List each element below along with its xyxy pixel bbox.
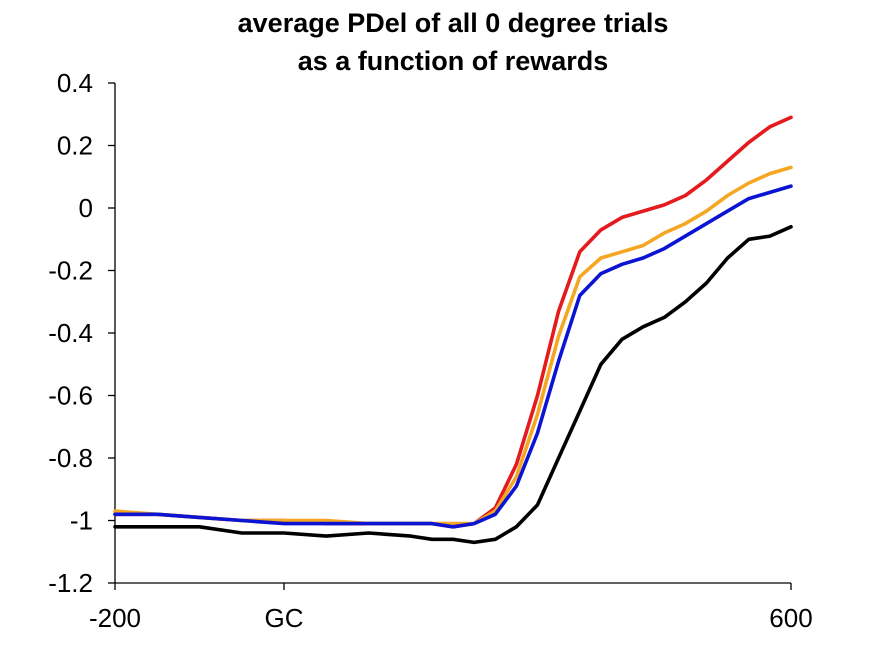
- x-tick-label: -200: [89, 603, 141, 633]
- y-tick-label: 0.2: [57, 131, 93, 161]
- y-tick-label: -0.4: [48, 318, 93, 348]
- series-line-4: [113, 225, 793, 545]
- y-tick-label: -1.2: [48, 568, 93, 598]
- y-tick-label: 0: [79, 193, 93, 223]
- y-tick-label: -0.2: [48, 256, 93, 286]
- y-tick-label: 0.4: [57, 68, 93, 98]
- y-tick-label: -0.8: [48, 443, 93, 473]
- y-tick-label: -0.6: [48, 381, 93, 411]
- x-tick-label: 600: [769, 603, 812, 633]
- chart-title-line-2: as a function of rewards: [298, 46, 609, 76]
- series-line-1: [113, 115, 793, 529]
- y-tick-label: -1: [70, 506, 93, 536]
- series-line-2: [113, 165, 793, 526]
- series-line-3: [113, 184, 793, 529]
- series-group: [113, 115, 793, 545]
- axes: 0.4 0.2 0 -0.2 -0.4 -0.6 -0.8 -1 -1.2 -200 GC 600: [48, 68, 813, 633]
- x-tick-label: GC: [265, 603, 304, 633]
- chart-title-line-1: average PDel of all 0 degree trials: [238, 8, 669, 38]
